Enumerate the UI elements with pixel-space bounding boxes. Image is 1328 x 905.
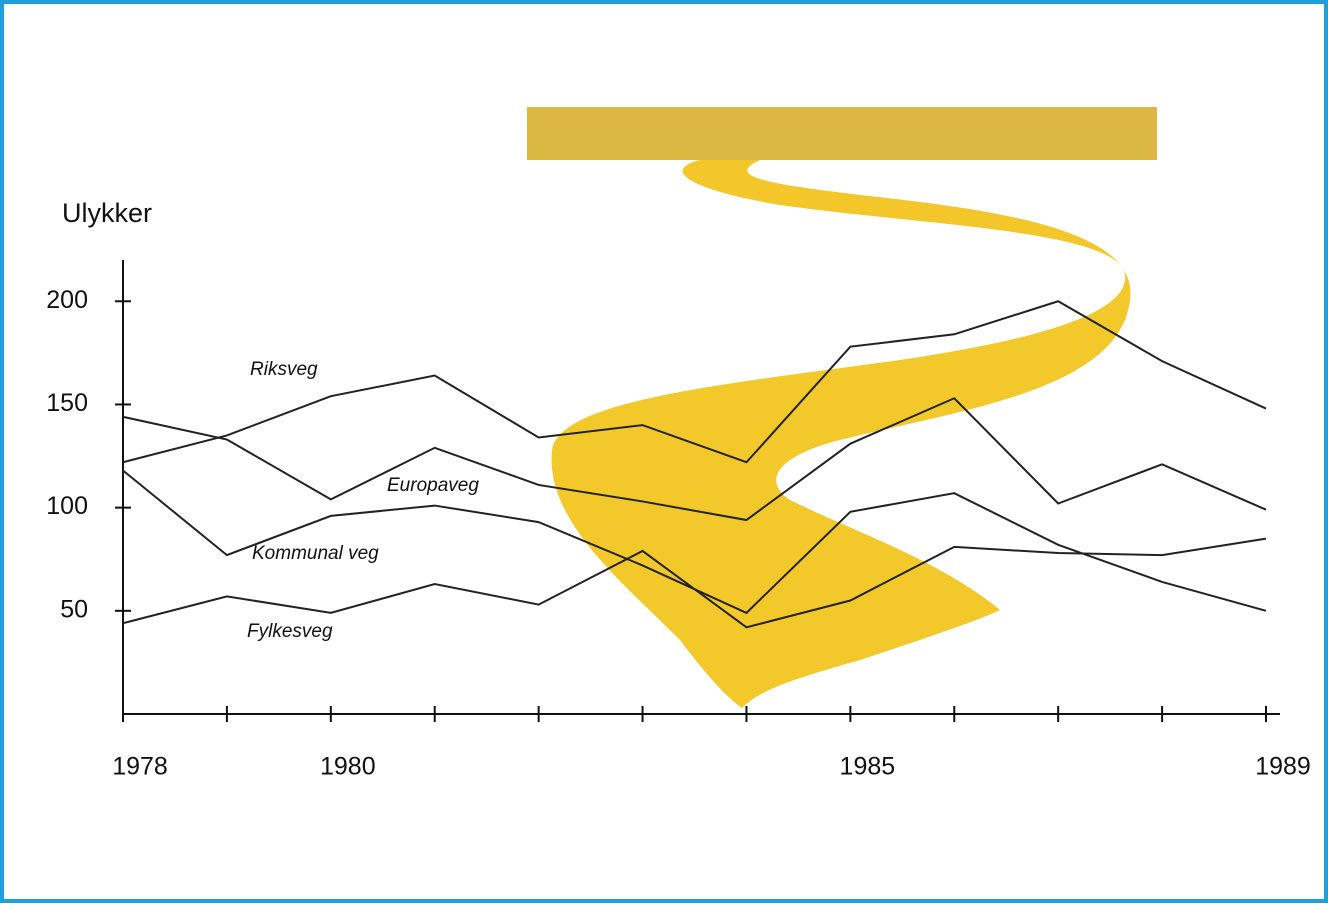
series-line xyxy=(122,397,1267,522)
y-tick-label: 150 xyxy=(46,389,88,417)
x-tick-label: 1985 xyxy=(840,753,896,781)
series-line xyxy=(122,300,1267,464)
x-tick-label: 1989 xyxy=(1255,753,1311,781)
series-label: Kommunal veg xyxy=(252,543,379,564)
y-axis-label: Ulykker xyxy=(62,198,152,228)
y-tick-label: 200 xyxy=(46,286,88,314)
series-label: Europaveg xyxy=(387,475,479,496)
series-line xyxy=(122,537,1267,629)
x-tick-label: 1978 xyxy=(112,753,168,781)
road-curve xyxy=(551,160,1131,708)
x-tick-label: 1980 xyxy=(320,753,376,781)
y-tick-label: 100 xyxy=(46,492,88,520)
y-tick-label: 50 xyxy=(60,595,88,623)
series-label: Riksveg xyxy=(250,359,318,380)
road-top xyxy=(527,107,1157,160)
road-illustration xyxy=(527,107,1157,708)
series-label: Fylkesveg xyxy=(247,621,333,642)
